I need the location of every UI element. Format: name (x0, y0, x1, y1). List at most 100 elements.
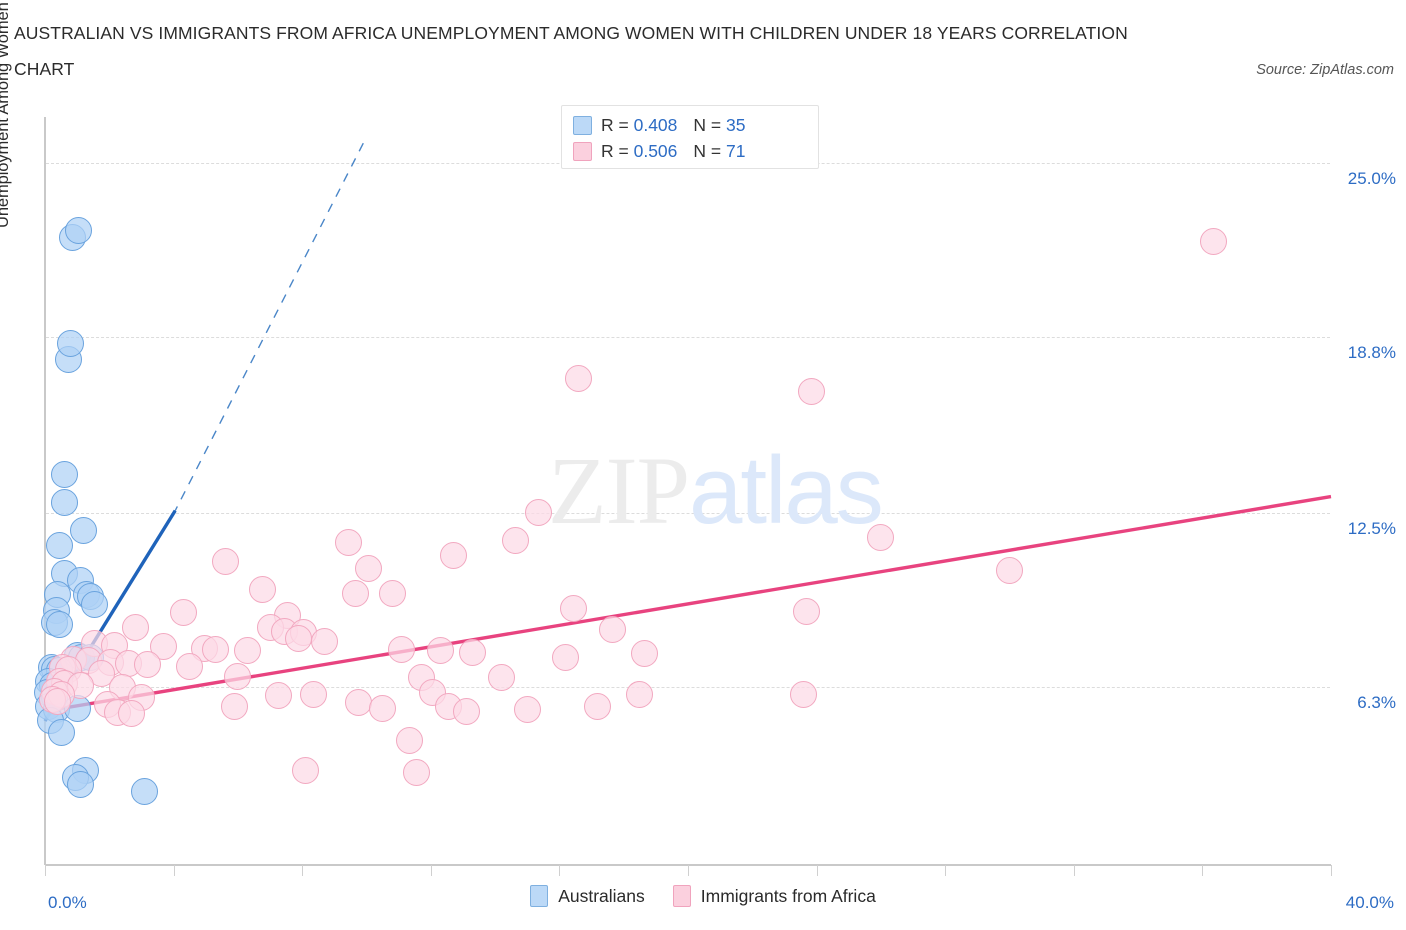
scatter-point-immigrants-from-africa[interactable] (369, 694, 397, 722)
n-value-immigrants: 71 (725, 140, 746, 161)
scatter-point-immigrants-from-africa[interactable] (311, 627, 339, 655)
legend-swatch-australians (530, 885, 549, 907)
x-tick (945, 865, 946, 876)
scatter-point-immigrants-from-africa[interactable] (43, 687, 71, 715)
n-label-australians: N = (693, 114, 726, 135)
scatter-point-immigrants-from-africa[interactable] (452, 697, 480, 725)
scatter-point-immigrants-from-africa[interactable] (525, 498, 552, 526)
x-tick (174, 865, 175, 876)
scatter-point-immigrants-from-africa[interactable] (221, 693, 249, 721)
n-label-immigrants: N = (693, 140, 726, 161)
y-tick-label-12.5: 12.5% (1347, 519, 1396, 539)
scatter-point-immigrants-from-africa[interactable] (169, 599, 197, 627)
scatter-point-immigrants-from-africa[interactable] (565, 365, 593, 393)
scatter-point-australians[interactable] (45, 610, 73, 638)
x-tick (688, 865, 689, 876)
scatter-point-australians[interactable] (51, 488, 79, 516)
y-axis-title: Unemployment Among Women with Children U… (0, 0, 12, 228)
scatter-point-immigrants-from-africa[interactable] (1200, 227, 1228, 255)
scatter-point-australians[interactable] (70, 516, 98, 544)
scatter-point-australians[interactable] (65, 216, 93, 244)
scatter-point-immigrants-from-africa[interactable] (598, 616, 626, 644)
scatter-point-immigrants-from-africa[interactable] (354, 554, 382, 582)
watermark-atlas: atlas (689, 437, 884, 544)
stats-row-australians: R = 0.408 N = 35 (573, 112, 808, 138)
x-tick (1074, 865, 1075, 876)
x-tick (1202, 865, 1203, 876)
r-label-australians: R = (601, 114, 634, 135)
chart-title-line-1: AUSTRALIAN VS IMMIGRANTS FROM AFRICA UNE… (14, 23, 1128, 43)
source-attribution: Source: ZipAtlas.com (1256, 62, 1394, 78)
scatter-point-immigrants-from-africa[interactable] (626, 680, 654, 708)
y-tick-label-18.8: 18.8% (1347, 342, 1396, 362)
scatter-point-immigrants-from-africa[interactable] (996, 557, 1023, 585)
scatter-point-immigrants-from-africa[interactable] (552, 644, 580, 672)
gridline-12.5 (46, 513, 1330, 515)
scatter-point-australians[interactable] (81, 591, 109, 619)
scatter-point-immigrants-from-africa[interactable] (388, 635, 416, 663)
scatter-point-australians[interactable] (131, 777, 159, 805)
scatter-point-immigrants-from-africa[interactable] (798, 377, 826, 405)
scatter-point-immigrants-from-africa[interactable] (264, 682, 292, 710)
x-tick (431, 865, 432, 876)
scatter-point-australians[interactable] (45, 532, 73, 560)
gridline-18.8 (46, 336, 1330, 338)
r-value-australians: 0.408 (633, 114, 678, 135)
scatter-point-immigrants-from-africa[interactable] (402, 759, 430, 787)
x-axis-line (45, 864, 1331, 866)
scatter-point-immigrants-from-africa[interactable] (118, 700, 146, 728)
scatter-point-australians[interactable] (66, 770, 94, 798)
scatter-point-immigrants-from-africa[interactable] (224, 662, 252, 690)
scatter-point-immigrants-from-africa[interactable] (502, 526, 530, 554)
scatter-point-immigrants-from-africa[interactable] (488, 664, 516, 691)
scatter-point-immigrants-from-africa[interactable] (341, 579, 369, 607)
scatter-point-immigrants-from-africa[interactable] (121, 613, 149, 641)
legend-item-australians[interactable]: Australians (530, 885, 645, 907)
scatter-point-immigrants-from-africa[interactable] (211, 547, 239, 575)
scatter-point-immigrants-from-africa[interactable] (439, 542, 467, 569)
scatter-point-immigrants-from-africa[interactable] (248, 575, 276, 603)
x-tick (1331, 865, 1332, 876)
scatter-point-australians[interactable] (47, 718, 75, 746)
scatter-point-immigrants-from-africa[interactable] (134, 651, 162, 679)
r-value-immigrants: 0.506 (633, 140, 678, 161)
stats-row-immigrants-from-africa: R = 0.506 N = 71 (573, 138, 808, 164)
scatter-point-immigrants-from-africa[interactable] (344, 689, 372, 717)
y-tick-label-6.3: 6.3% (1357, 693, 1396, 713)
n-value-australians: 35 (725, 114, 746, 135)
scatter-point-immigrants-from-africa[interactable] (378, 579, 406, 607)
y-tick-label-25.0: 25.0% (1347, 168, 1396, 188)
scatter-point-immigrants-from-africa[interactable] (285, 624, 313, 652)
scatter-point-immigrants-from-africa[interactable] (176, 652, 204, 680)
scatter-point-immigrants-from-africa[interactable] (234, 637, 262, 665)
scatter-point-immigrants-from-africa[interactable] (291, 756, 319, 784)
x-tick (45, 865, 46, 876)
x-tick (817, 865, 818, 876)
scatter-point-immigrants-from-africa[interactable] (201, 635, 229, 663)
scatter-point-immigrants-from-africa[interactable] (793, 598, 821, 626)
scatter-point-immigrants-from-africa[interactable] (513, 696, 541, 724)
scatter-point-immigrants-from-africa[interactable] (790, 680, 818, 708)
scatter-point-immigrants-from-africa[interactable] (867, 523, 895, 551)
scatter-point-immigrants-from-africa[interactable] (459, 638, 487, 666)
r-label-immigrants: R = (601, 140, 634, 161)
stats-swatch-australians (573, 115, 592, 135)
scatter-point-immigrants-from-africa[interactable] (335, 529, 363, 557)
watermark-zip: ZIP (548, 437, 690, 544)
scatter-point-australians[interactable] (56, 330, 84, 358)
series-legend: Australians Immigrants from Africa (0, 885, 1406, 907)
scatter-point-immigrants-from-africa[interactable] (299, 680, 327, 708)
scatter-point-immigrants-from-africa[interactable] (396, 727, 424, 755)
scatter-point-australians[interactable] (51, 460, 79, 488)
legend-label-australians: Australians (558, 885, 645, 906)
scatter-point-immigrants-from-africa[interactable] (127, 683, 155, 711)
scatter-point-immigrants-from-africa[interactable] (426, 637, 454, 665)
legend-label-immigrants-from-africa: Immigrants from Africa (700, 885, 876, 906)
scatter-point-immigrants-from-africa[interactable] (584, 693, 612, 721)
zipatlas-watermark: ZIPatlas (548, 443, 884, 539)
chart-title-line-2: CHART (14, 59, 75, 79)
scatter-point-immigrants-from-africa[interactable] (631, 640, 659, 668)
scatter-point-immigrants-from-africa[interactable] (560, 595, 588, 623)
legend-item-immigrants-from-africa[interactable]: Immigrants from Africa (672, 885, 876, 907)
